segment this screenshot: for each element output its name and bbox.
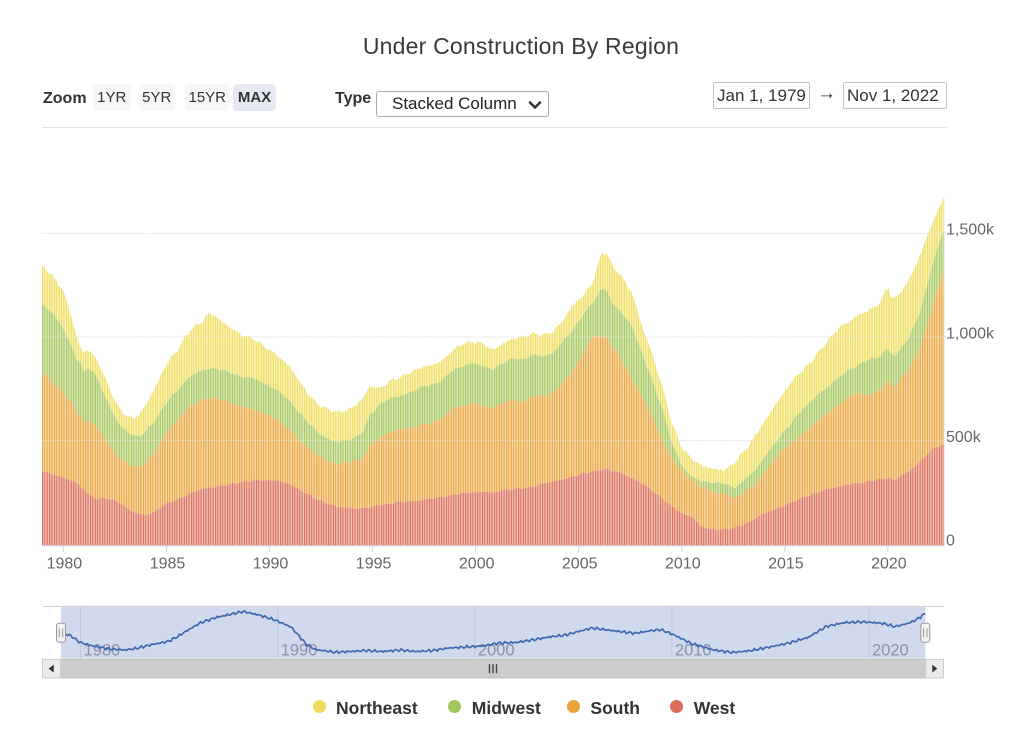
svg-text:1995: 1995 [356, 556, 392, 573]
svg-text:1980: 1980 [84, 642, 121, 660]
svg-text:2000: 2000 [459, 556, 495, 573]
svg-text:1990: 1990 [253, 556, 289, 573]
svg-text:2015: 2015 [768, 556, 804, 573]
svg-text:500k: 500k [946, 429, 982, 446]
svg-text:1,500k: 1,500k [946, 222, 995, 239]
svg-text:2020: 2020 [871, 556, 907, 573]
svg-text:1990: 1990 [281, 642, 318, 660]
svg-text:2020: 2020 [872, 642, 909, 660]
svg-text:2010: 2010 [665, 556, 701, 573]
svg-text:1,000k: 1,000k [946, 325, 995, 342]
svg-text:1980: 1980 [47, 556, 83, 573]
svg-text:2005: 2005 [562, 556, 598, 573]
svg-text:1985: 1985 [150, 556, 186, 573]
svg-text:0: 0 [946, 533, 955, 550]
